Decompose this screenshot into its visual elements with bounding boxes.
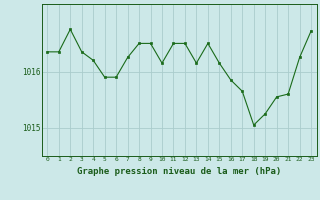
- X-axis label: Graphe pression niveau de la mer (hPa): Graphe pression niveau de la mer (hPa): [77, 167, 281, 176]
